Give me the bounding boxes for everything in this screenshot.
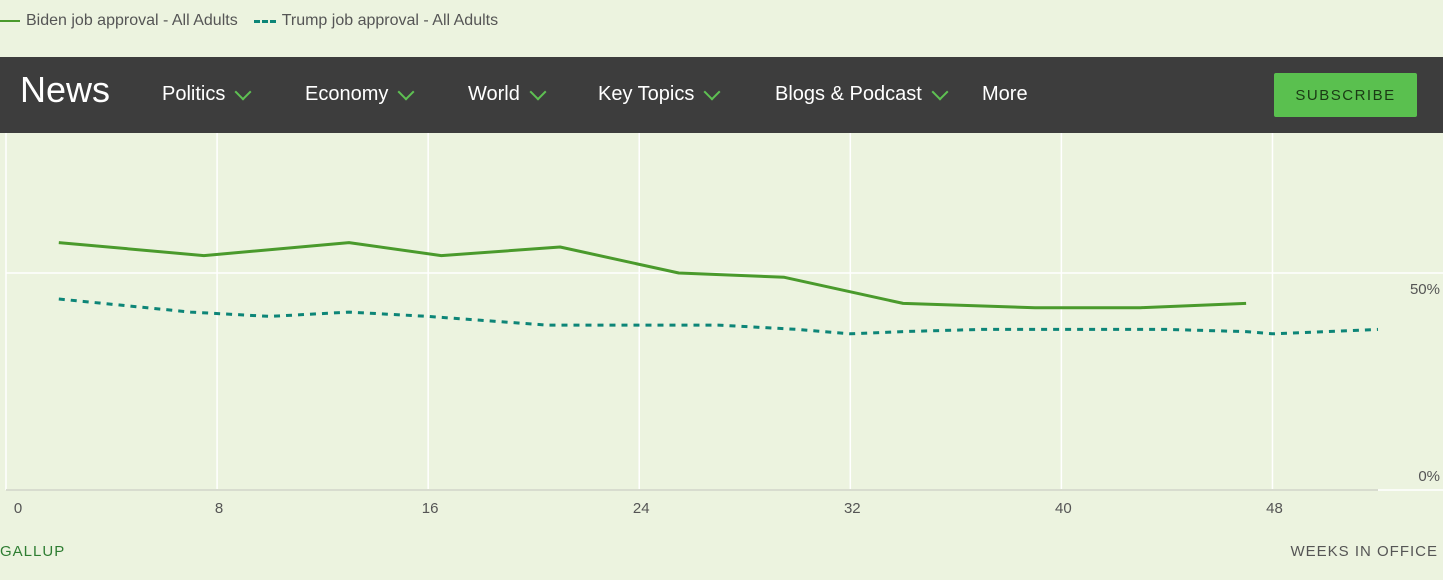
nav-item-blogs-podcast[interactable]: Blogs & Podcast bbox=[775, 83, 949, 106]
chevron-down-icon bbox=[397, 83, 415, 100]
y-tick-label: 50% bbox=[1410, 281, 1440, 298]
nav-label-politics: Politics bbox=[162, 83, 226, 105]
x-tick-label: 8 bbox=[215, 500, 223, 517]
top-navbar: News Politics Economy World Key Topics B… bbox=[0, 57, 1443, 133]
x-axis-caption: WEEKS IN OFFICE bbox=[1290, 543, 1438, 560]
approval-line-chart: 0 8 16 24 32 40 48 0% 50% bbox=[5, 133, 1443, 517]
series-line-trump bbox=[58, 297, 1379, 336]
x-tick-label: 0 bbox=[14, 500, 22, 517]
x-tick-label: 48 bbox=[1266, 500, 1283, 517]
nav-item-key-topics[interactable]: Key Topics bbox=[598, 83, 721, 106]
x-tick-label: 40 bbox=[1055, 500, 1072, 517]
nav-item-politics[interactable]: Politics bbox=[162, 83, 252, 106]
subscribe-button[interactable]: SUBSCRIBE bbox=[1274, 73, 1417, 117]
source-label[interactable]: GALLUP bbox=[0, 543, 66, 560]
y-tick-label: 0% bbox=[1418, 468, 1440, 485]
legend-swatch-biden bbox=[0, 20, 20, 22]
x-tick-label: 24 bbox=[633, 500, 650, 517]
nav-item-more[interactable]: More bbox=[982, 83, 1028, 106]
nav-item-world[interactable]: World bbox=[468, 83, 547, 106]
nav-label-more: More bbox=[982, 83, 1028, 105]
chevron-down-icon bbox=[931, 83, 949, 100]
legend-label-biden: Biden job approval - All Adults bbox=[26, 12, 238, 29]
series-line-biden bbox=[58, 241, 1247, 310]
nav-label-world: World bbox=[468, 83, 520, 105]
chart-legend: Biden job approval - All Adults Trump jo… bbox=[0, 10, 514, 32]
brand-logo[interactable]: News bbox=[20, 69, 111, 110]
chevron-down-icon bbox=[703, 83, 721, 100]
chevron-down-icon bbox=[234, 83, 252, 100]
nav-item-economy[interactable]: Economy bbox=[305, 83, 415, 106]
legend-label-trump: Trump job approval - All Adults bbox=[281, 12, 499, 29]
nav-label-key-topics: Key Topics bbox=[598, 83, 695, 105]
legend-swatch-trump bbox=[253, 19, 276, 23]
legend-item-biden[interactable]: Biden job approval - All Adults bbox=[0, 12, 238, 30]
legend-item-trump[interactable]: Trump job approval - All Adults bbox=[253, 12, 499, 30]
x-tick-label: 32 bbox=[844, 500, 861, 517]
x-tick-label: 16 bbox=[422, 500, 439, 517]
nav-label-blogs-podcast: Blogs & Podcast bbox=[775, 83, 922, 105]
nav-label-economy: Economy bbox=[305, 83, 389, 105]
chevron-down-icon bbox=[529, 83, 547, 100]
